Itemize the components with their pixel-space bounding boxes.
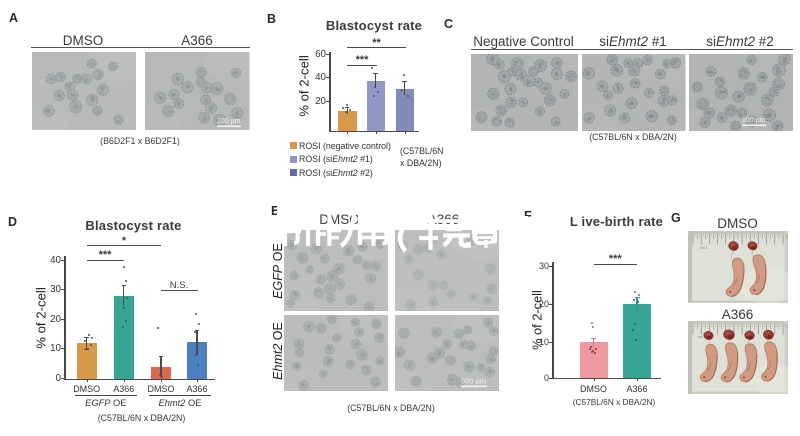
svg-text:cm 1: cm 1 <box>698 335 706 339</box>
svg-text:100 μm: 100 μm <box>742 117 766 124</box>
svg-text:cm 1: cm 1 <box>700 246 708 250</box>
svg-text:100 μm: 100 μm <box>217 118 241 125</box>
svg-text:500 μm: 500 μm <box>461 377 486 386</box>
